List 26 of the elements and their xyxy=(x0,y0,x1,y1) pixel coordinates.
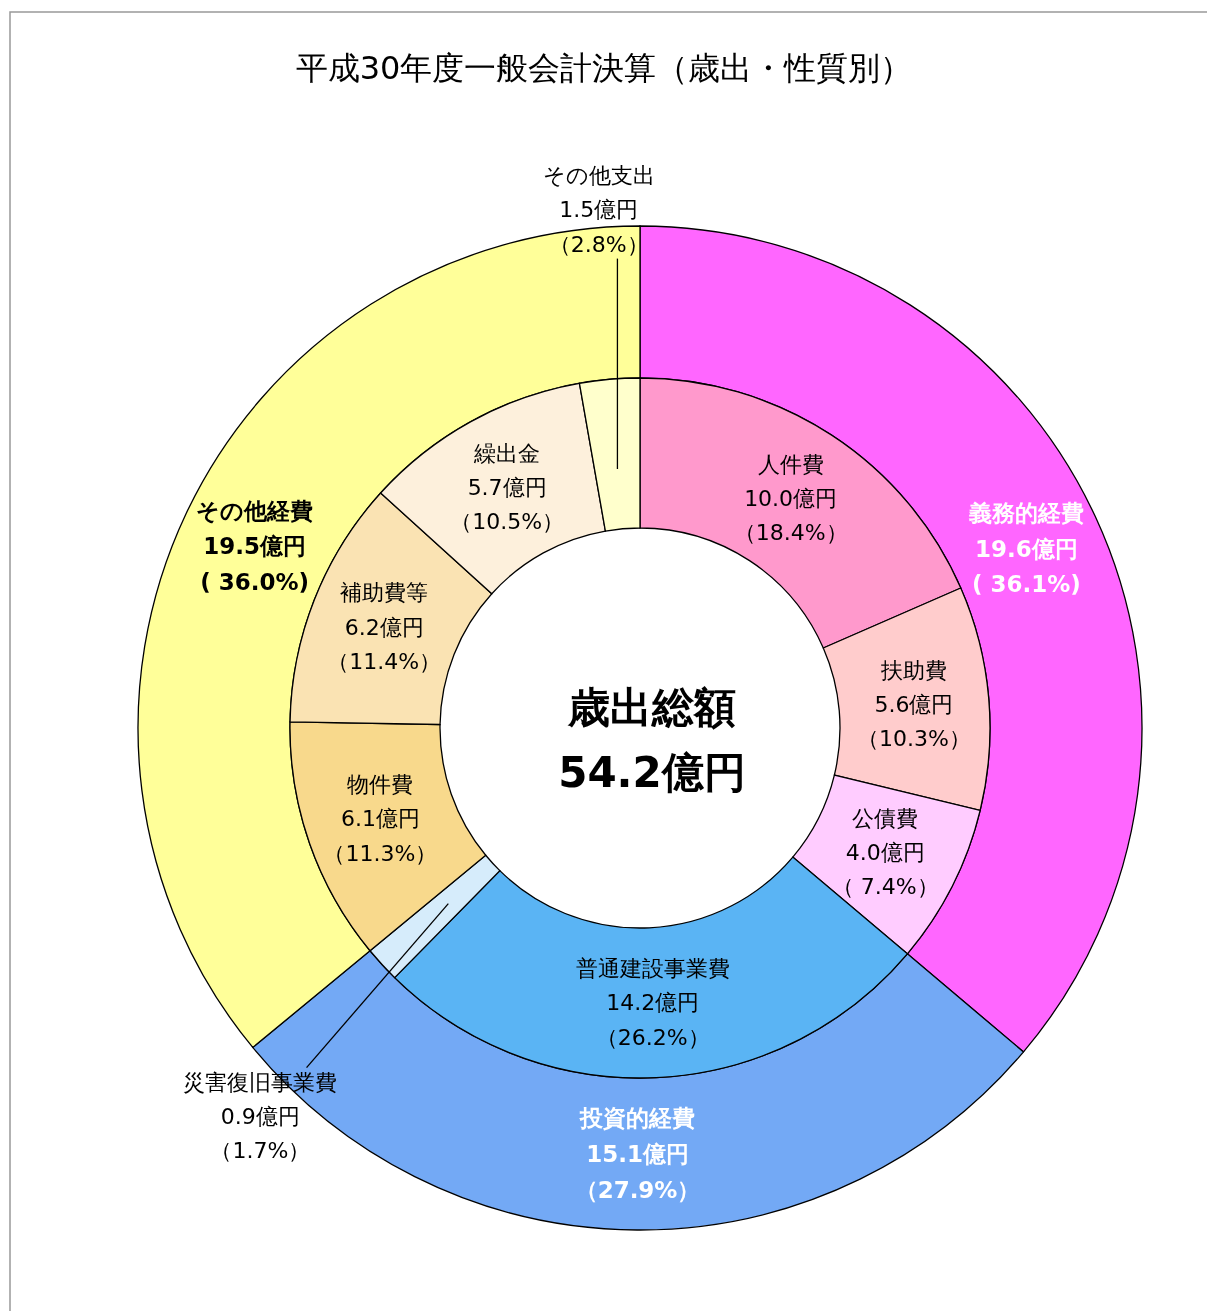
data-label: 10.0億円（18.4%） xyxy=(733,485,848,545)
slice-label: 物件費 xyxy=(347,772,414,798)
data-label: 19.6億円( 36.1%) xyxy=(971,535,1081,598)
slice-label: その他支出 xyxy=(542,163,655,189)
data-label: 5.7億円（10.5%） xyxy=(450,474,565,535)
data-label: 1.5億円（2.8%） xyxy=(548,197,649,257)
data-label: 19.5億円( 36.0%) xyxy=(200,533,310,596)
text: 歳出総額 xyxy=(567,683,736,733)
slice-label: 普通建設事業費 xyxy=(575,956,730,982)
data-label: 15.1億円（27.9%） xyxy=(574,1141,701,1203)
slice-label: 扶助費 xyxy=(879,657,947,683)
data-label: 6.2億円（11.4%） xyxy=(327,614,442,674)
slice-label: 人件費 xyxy=(757,451,824,477)
chart-title: 平成30年度一般会計決算（歳出・性質別） xyxy=(295,49,913,88)
data-label: 5.6億円（10.3%） xyxy=(857,691,971,751)
slice-label: 繰出金 xyxy=(473,440,541,466)
slice-label: 公債費 xyxy=(852,806,919,832)
slice-label: その他経費 xyxy=(196,497,314,524)
slice-label: 補助費等 xyxy=(340,580,429,606)
slice-label: 義務的経費 xyxy=(967,499,1084,526)
slice-label: 投資的経費 xyxy=(579,1105,696,1132)
data-label: 4.0億円（ 7.4%） xyxy=(831,840,939,900)
data-label: 14.2億円（26.2%） xyxy=(595,990,710,1050)
data-label: 6.1億円（11.3%） xyxy=(323,806,438,866)
data-label: 0.9億円（1.7%） xyxy=(210,1103,311,1163)
text: 54.2億円 xyxy=(558,748,746,798)
